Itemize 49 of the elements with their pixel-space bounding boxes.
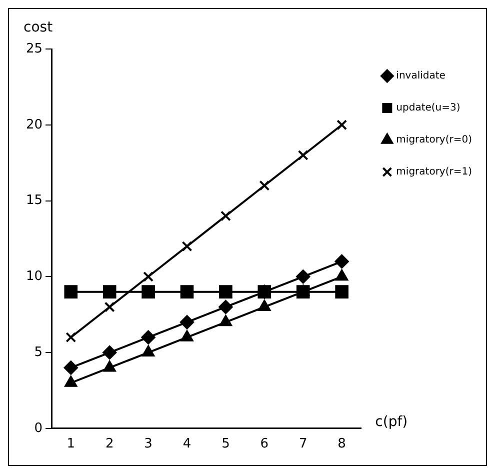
point	[220, 210, 231, 222]
x-tick-label: 4	[182, 436, 192, 452]
y-tick-label: 20	[26, 117, 43, 132]
x-tick-label: 6	[260, 436, 269, 452]
point	[220, 315, 232, 326]
point	[103, 360, 116, 372]
point	[142, 285, 155, 298]
point	[142, 346, 154, 357]
y-tick-label: 10	[26, 269, 43, 284]
legend-label: migratory(r=1)	[396, 166, 472, 178]
x-axis-title: c(pf)	[375, 414, 408, 430]
point	[218, 300, 233, 314]
point	[64, 285, 78, 298]
point	[143, 271, 154, 282]
y-axis-title: cost	[24, 20, 54, 36]
x-tick-label: 2	[105, 436, 114, 452]
x-tick-label: 5	[222, 436, 230, 452]
y-tick-label: 15	[26, 193, 43, 208]
legend-label: migratory(r=0)	[396, 134, 472, 146]
point	[64, 376, 78, 387]
point	[336, 270, 348, 281]
point	[296, 285, 310, 298]
point	[141, 330, 156, 344]
x-tick-label: 3	[144, 436, 152, 452]
point	[102, 346, 117, 360]
point	[334, 254, 349, 268]
point	[66, 332, 76, 343]
x-tick-label: 8	[338, 436, 346, 452]
point	[104, 302, 115, 312]
point	[296, 270, 310, 284]
y-tick-label: 5	[34, 344, 43, 360]
x-tick-label: 7	[298, 436, 308, 452]
legend-label: invalidate	[396, 70, 446, 82]
point	[102, 285, 116, 298]
y-tick-label: 25	[26, 41, 43, 56]
point	[180, 330, 194, 342]
legend-label: update(u=3)	[396, 102, 460, 114]
point	[64, 360, 78, 375]
point	[259, 180, 270, 191]
x-tick-label: 1	[66, 436, 76, 452]
y-tick-label: 0	[34, 420, 43, 436]
point	[219, 285, 232, 298]
point	[336, 120, 348, 130]
point	[335, 285, 348, 298]
point	[298, 150, 308, 160]
point	[180, 285, 194, 298]
point	[258, 300, 271, 311]
point	[182, 241, 192, 252]
point	[180, 315, 194, 330]
